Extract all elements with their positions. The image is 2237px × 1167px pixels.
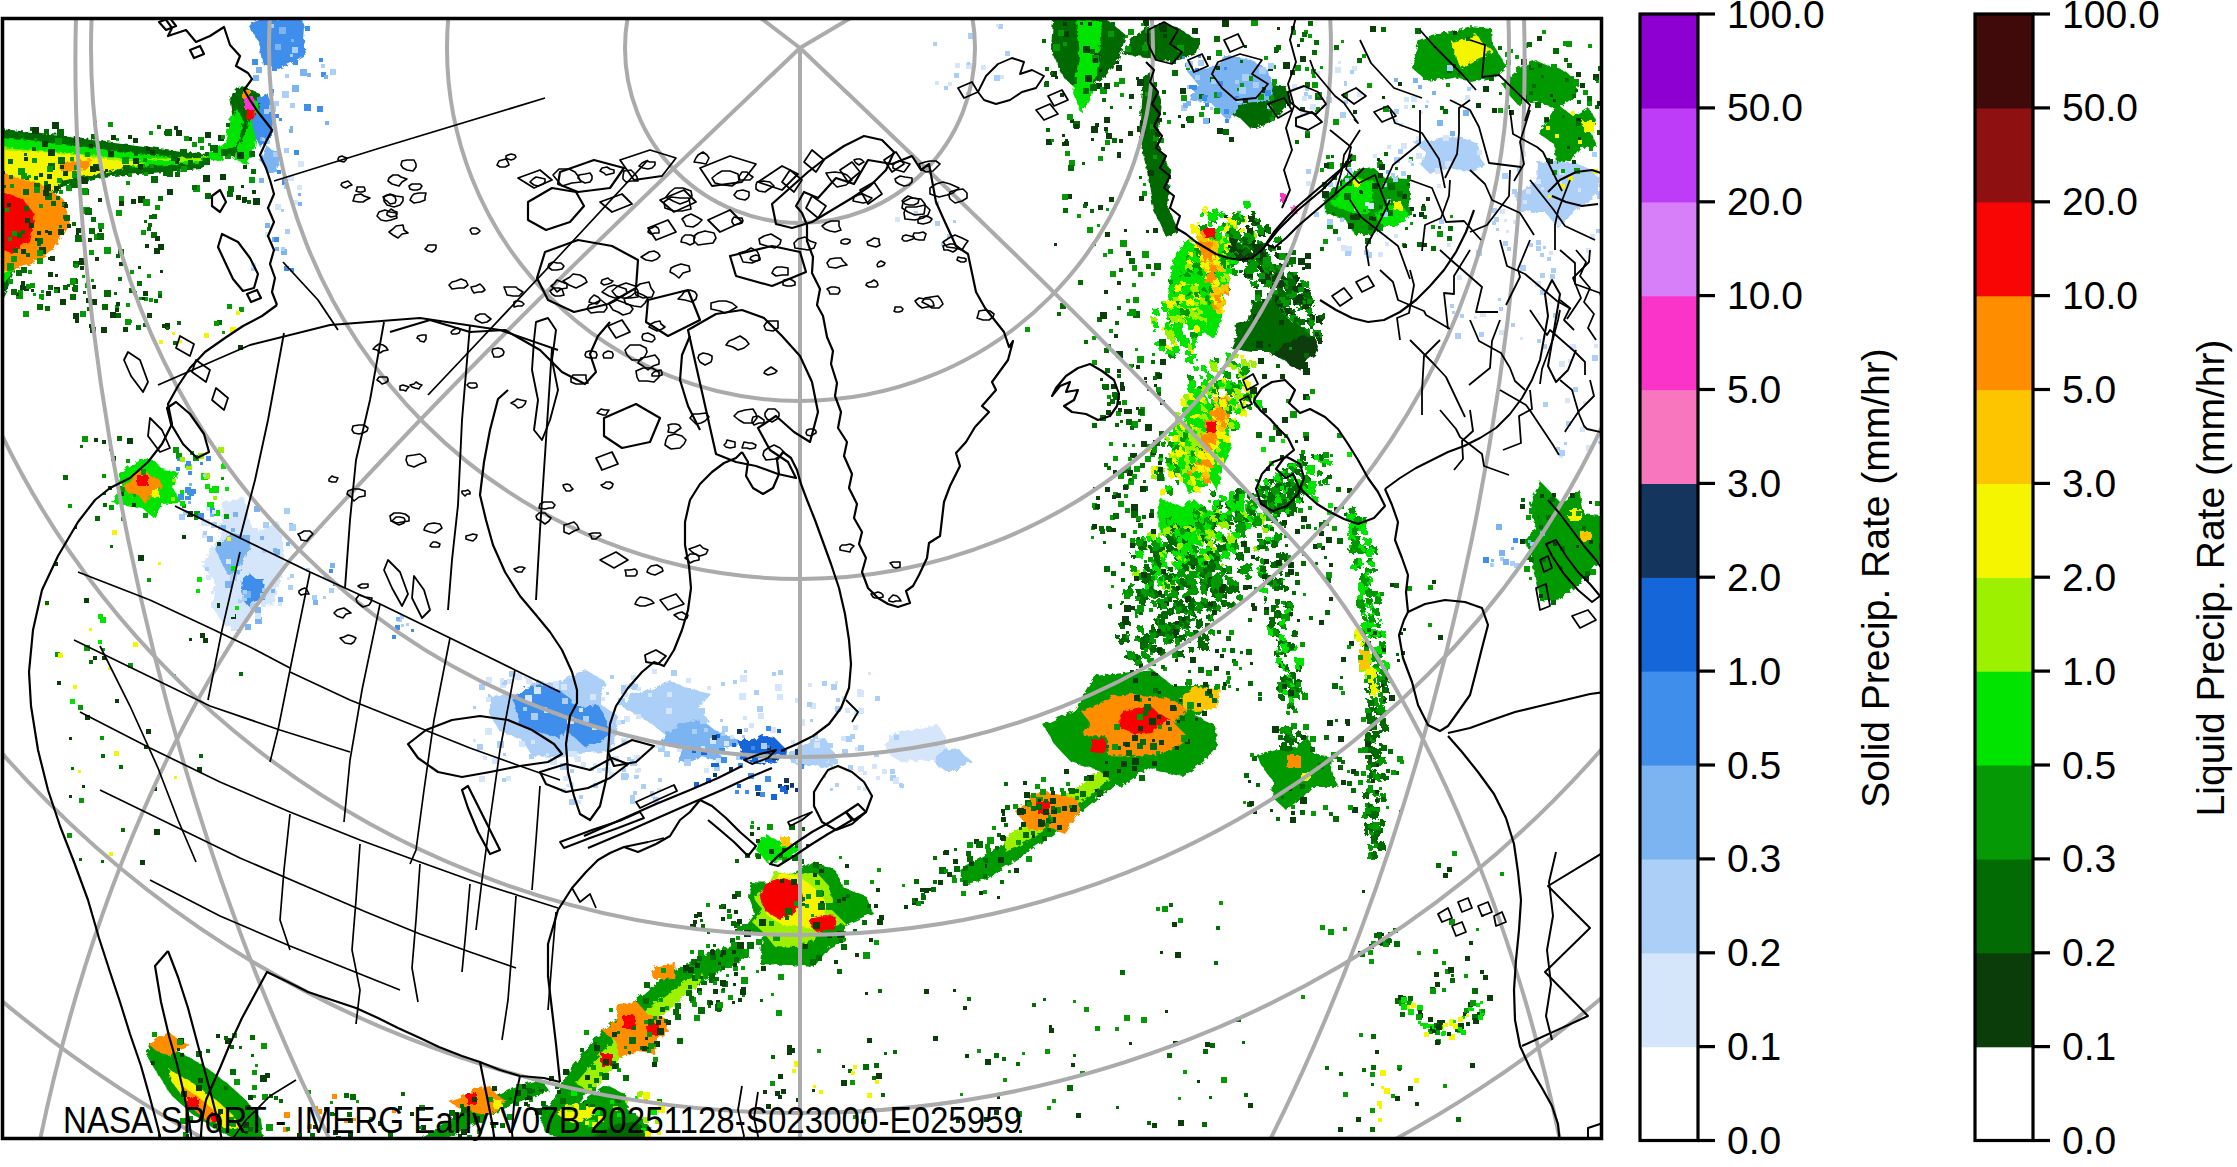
svg-text:0.1: 0.1 <box>1727 1025 1781 1068</box>
svg-text:0.3: 0.3 <box>2062 837 2116 880</box>
svg-text:Solid Precip. Rate (mm/hr): Solid Precip. Rate (mm/hr) <box>1854 348 1897 807</box>
svg-text:1.0: 1.0 <box>1727 650 1781 693</box>
svg-text:100.0: 100.0 <box>2062 0 2160 36</box>
svg-text:20.0: 20.0 <box>2062 180 2138 223</box>
svg-text:3.0: 3.0 <box>2062 462 2116 505</box>
svg-text:3.0: 3.0 <box>1727 462 1781 505</box>
svg-text:0.5: 0.5 <box>1727 744 1781 787</box>
svg-text:5.0: 5.0 <box>2062 368 2116 411</box>
svg-text:0.5: 0.5 <box>2062 744 2116 787</box>
svg-text:50.0: 50.0 <box>1727 86 1803 129</box>
svg-text:0.1: 0.1 <box>2062 1025 2116 1068</box>
svg-text:0.0: 0.0 <box>1727 1119 1781 1162</box>
svg-text:0.0: 0.0 <box>2062 1119 2116 1162</box>
svg-text:NASA SPoRT - IMERG Early-V07B: NASA SPoRT - IMERG Early-V07B 20251128-S… <box>63 1100 1022 1141</box>
svg-text:Liquid Precip. Rate (mm/hr): Liquid Precip. Rate (mm/hr) <box>2189 340 2232 817</box>
svg-text:0.3: 0.3 <box>1727 837 1781 880</box>
svg-text:20.0: 20.0 <box>1727 180 1803 223</box>
svg-text:0.2: 0.2 <box>2062 931 2116 974</box>
svg-text:5.0: 5.0 <box>1727 368 1781 411</box>
svg-text:50.0: 50.0 <box>2062 86 2138 129</box>
svg-text:2.0: 2.0 <box>2062 556 2116 599</box>
svg-text:10.0: 10.0 <box>1727 274 1803 317</box>
svg-text:0.2: 0.2 <box>1727 931 1781 974</box>
svg-text:2.0: 2.0 <box>1727 556 1781 599</box>
svg-text:100.0: 100.0 <box>1727 0 1825 36</box>
svg-text:10.0: 10.0 <box>2062 274 2138 317</box>
svg-text:1.0: 1.0 <box>2062 650 2116 693</box>
